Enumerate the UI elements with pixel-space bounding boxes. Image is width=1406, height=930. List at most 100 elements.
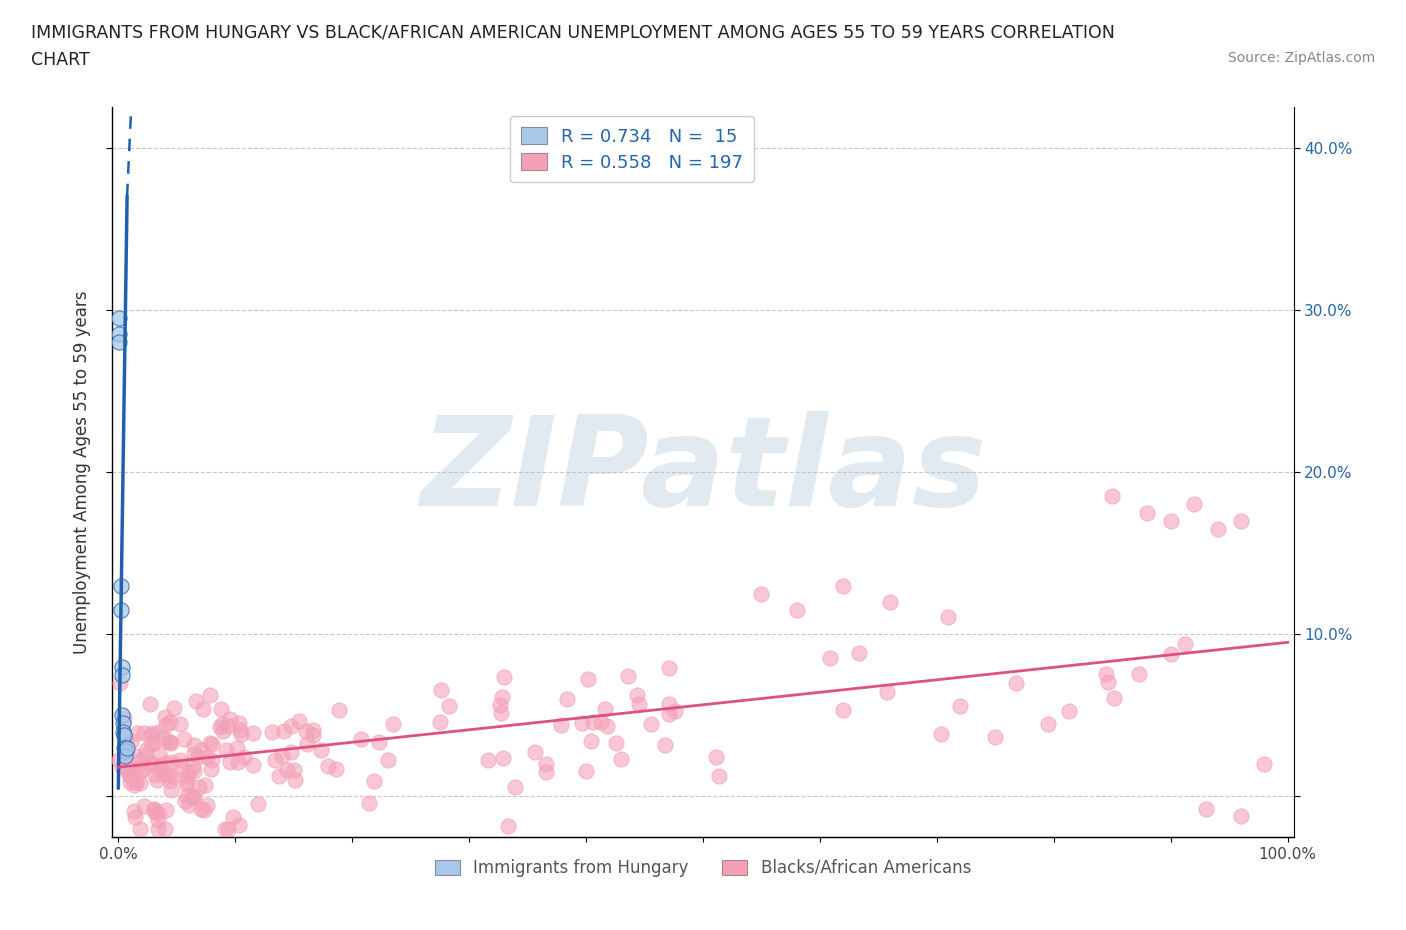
- Point: [174, 777, 197, 791]
- Point: [111, 724, 134, 739]
- Point: [160, 782, 183, 797]
- Point: [163, 700, 186, 715]
- Point: [949, 699, 972, 714]
- Point: [195, 750, 218, 764]
- Point: [198, 688, 221, 703]
- Point: [139, 755, 162, 770]
- Point: [114, 744, 136, 759]
- Point: [153, 730, 176, 745]
- Point: [134, 725, 156, 740]
- Point: [264, 752, 287, 767]
- Point: [309, 742, 332, 757]
- Point: [280, 719, 302, 734]
- Point: [124, 749, 146, 764]
- Point: [242, 758, 264, 773]
- Point: [929, 726, 952, 741]
- Point: [179, 764, 201, 779]
- Point: [181, 789, 204, 804]
- Point: [110, 578, 132, 593]
- Point: [936, 609, 959, 624]
- Point: [582, 714, 605, 729]
- Point: [143, 805, 166, 820]
- Point: [596, 719, 619, 734]
- Point: [496, 818, 519, 833]
- Point: [148, 724, 170, 739]
- Point: [155, 803, 177, 817]
- Point: [135, 742, 157, 757]
- Point: [179, 798, 201, 813]
- Point: [1230, 808, 1253, 823]
- Point: [640, 717, 662, 732]
- Point: [489, 698, 512, 712]
- Point: [146, 773, 169, 788]
- Point: [280, 744, 302, 759]
- Point: [155, 717, 177, 732]
- Point: [111, 708, 134, 723]
- Point: [169, 717, 191, 732]
- Point: [111, 760, 134, 775]
- Point: [218, 821, 240, 836]
- Text: CHART: CHART: [31, 51, 90, 69]
- Point: [658, 707, 681, 722]
- Point: [229, 723, 252, 737]
- Point: [879, 594, 901, 609]
- Point: [231, 727, 253, 742]
- Point: [111, 668, 134, 683]
- Point: [115, 733, 138, 748]
- Point: [1104, 691, 1126, 706]
- Point: [108, 326, 131, 341]
- Point: [295, 737, 318, 751]
- Point: [1182, 497, 1205, 512]
- Point: [141, 725, 163, 740]
- Point: [984, 730, 1007, 745]
- Point: [1005, 675, 1028, 690]
- Point: [589, 714, 612, 729]
- Point: [848, 645, 870, 660]
- Point: [267, 769, 290, 784]
- Point: [115, 739, 138, 754]
- Point: [751, 586, 773, 601]
- Point: [159, 736, 181, 751]
- Point: [111, 716, 134, 731]
- Point: [430, 683, 453, 698]
- Point: [295, 724, 318, 738]
- Point: [155, 756, 177, 771]
- Point: [429, 714, 451, 729]
- Text: Source: ZipAtlas.com: Source: ZipAtlas.com: [1227, 51, 1375, 65]
- Point: [143, 767, 166, 782]
- Point: [576, 672, 599, 687]
- Point: [503, 779, 526, 794]
- Point: [523, 744, 546, 759]
- Point: [200, 737, 222, 751]
- Point: [477, 752, 499, 767]
- Point: [325, 762, 347, 777]
- Point: [120, 734, 142, 749]
- Point: [142, 758, 165, 773]
- Point: [120, 768, 142, 783]
- Point: [218, 711, 240, 726]
- Point: [112, 711, 135, 725]
- Point: [201, 752, 224, 767]
- Point: [187, 750, 209, 764]
- Point: [381, 716, 404, 731]
- Point: [491, 705, 513, 720]
- Point: [328, 703, 350, 718]
- Point: [125, 761, 148, 776]
- Point: [1036, 716, 1059, 731]
- Point: [1195, 802, 1218, 817]
- Point: [125, 775, 148, 790]
- Point: [176, 789, 198, 804]
- Point: [832, 578, 855, 593]
- Point: [228, 715, 250, 730]
- Point: [1253, 757, 1275, 772]
- Point: [128, 775, 150, 790]
- Point: [1174, 637, 1197, 652]
- Point: [492, 751, 515, 765]
- Point: [217, 719, 239, 734]
- Point: [610, 751, 633, 766]
- Point: [124, 810, 146, 825]
- Legend: Immigrants from Hungary, Blacks/African Americans: Immigrants from Hungary, Blacks/African …: [429, 852, 977, 883]
- Point: [550, 718, 572, 733]
- Point: [108, 311, 131, 325]
- Point: [174, 793, 197, 808]
